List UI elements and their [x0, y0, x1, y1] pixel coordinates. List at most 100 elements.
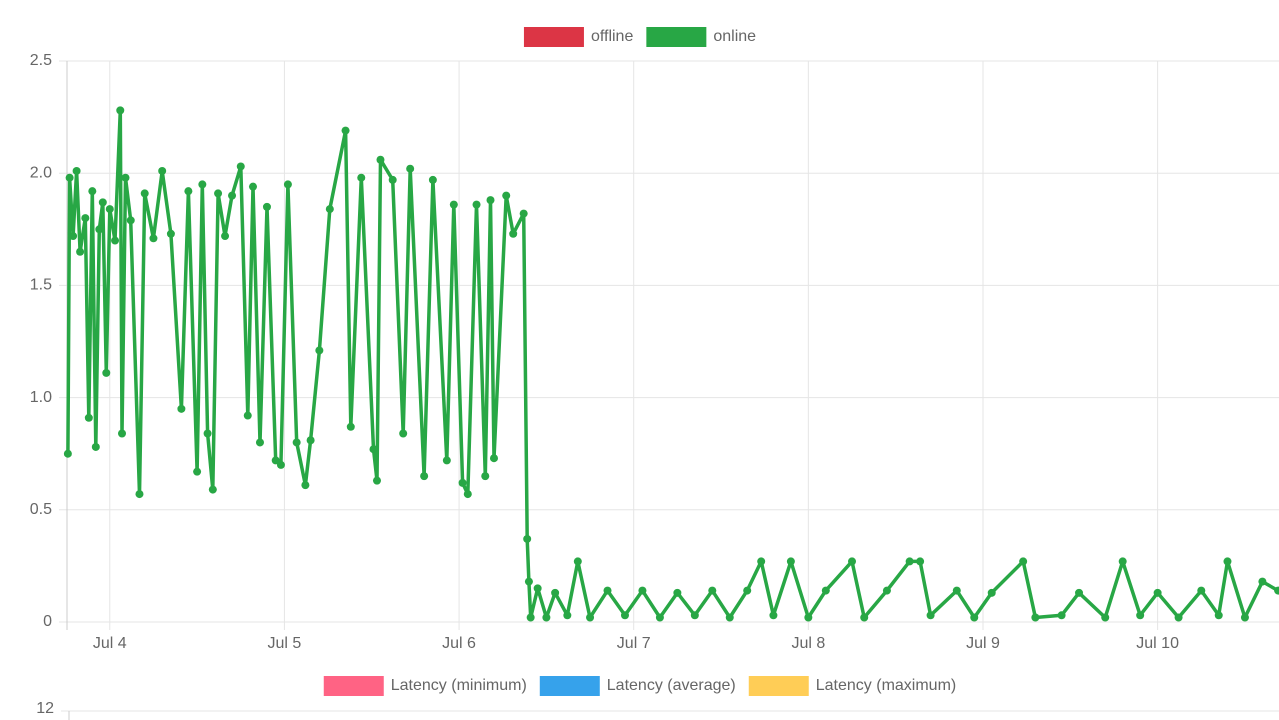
data-point [952, 586, 961, 595]
data-point [1153, 588, 1162, 597]
data-point [502, 191, 511, 200]
data-line [66, 108, 1279, 620]
data-point [276, 460, 285, 469]
data-point [65, 173, 74, 182]
legend-swatch[interactable] [323, 676, 384, 696]
data-point [708, 586, 717, 595]
data-point [603, 586, 612, 595]
data-point [725, 613, 734, 622]
data-point [655, 613, 664, 622]
data-point [551, 588, 560, 597]
data-point [255, 438, 264, 447]
x-tick-label: Jul 7 [617, 635, 651, 652]
data-point [1101, 613, 1110, 622]
data-point [63, 449, 72, 458]
x-tick-label: Jul 4 [93, 635, 127, 652]
data-point [463, 490, 472, 499]
data-point [118, 429, 127, 438]
data-point [489, 454, 498, 463]
legend-label: offline [591, 28, 634, 45]
data-point [848, 557, 857, 566]
data-point [325, 205, 334, 214]
data-point [376, 155, 385, 164]
data-point [198, 180, 207, 189]
data-point [486, 196, 495, 205]
data-point [542, 613, 551, 622]
data-point [306, 436, 315, 445]
y-tick-label: 1.5 [30, 277, 52, 294]
data-point [860, 613, 869, 622]
data-point [620, 611, 629, 620]
data-point [228, 191, 237, 200]
data-point [1258, 577, 1267, 586]
data-point [84, 413, 93, 422]
data-point [821, 586, 830, 595]
data-point [804, 613, 813, 622]
data-point [1118, 557, 1127, 566]
data-point [638, 586, 647, 595]
data-point [372, 476, 381, 485]
data-point [449, 200, 458, 209]
y-tick-label: 12 [36, 700, 54, 717]
data-point [882, 586, 891, 595]
data-point [420, 472, 429, 481]
data-point [91, 442, 100, 451]
data-point [221, 232, 230, 241]
data-point [243, 411, 252, 420]
data-point [442, 456, 451, 465]
data-point [158, 166, 167, 175]
data-point [926, 611, 935, 620]
legend-swatch[interactable] [539, 676, 600, 696]
data-point [166, 229, 175, 238]
y-tick-label: 0.5 [30, 501, 52, 518]
data-point [184, 187, 193, 196]
data-point [88, 187, 97, 196]
data-point [149, 234, 158, 243]
data-point [916, 557, 925, 566]
data-point [301, 481, 310, 490]
data-point [1136, 611, 1145, 620]
data-point [98, 198, 107, 207]
data-point [208, 485, 217, 494]
data-point [248, 182, 257, 191]
legend-label: online [713, 28, 756, 45]
legend-swatch[interactable] [523, 27, 584, 47]
data-point [262, 202, 271, 211]
data-point [673, 588, 682, 597]
data-point [72, 166, 81, 175]
data-point [346, 422, 355, 431]
data-point [526, 613, 535, 622]
data-point [757, 557, 766, 566]
data-point [573, 557, 582, 566]
data-point [315, 346, 324, 355]
data-point [81, 214, 90, 223]
x-tick-label: Jul 5 [268, 635, 302, 652]
data-point [1075, 588, 1084, 597]
data-point [95, 225, 104, 234]
y-tick-label: 0 [43, 613, 52, 630]
data-point [357, 173, 366, 182]
data-point [69, 232, 78, 241]
data-point [236, 162, 245, 171]
data-point [102, 368, 111, 377]
legend-label: Latency (maximum) [816, 677, 956, 694]
data-point [509, 229, 518, 238]
data-point [523, 534, 532, 543]
data-point [970, 613, 979, 622]
data-point [987, 588, 996, 597]
data-point [1019, 557, 1028, 566]
data-point [533, 584, 542, 593]
data-point [193, 467, 202, 476]
data-point [428, 175, 437, 184]
data-point [399, 429, 408, 438]
legend-swatch[interactable] [646, 27, 707, 47]
data-point [388, 175, 397, 184]
data-point [472, 200, 481, 209]
data-point [116, 106, 125, 115]
data-point [519, 209, 528, 218]
y-tick-label: 2.0 [30, 164, 52, 181]
y-tick-label: 2.5 [30, 52, 52, 69]
data-point [1223, 557, 1232, 566]
legend-swatch[interactable] [748, 676, 809, 696]
